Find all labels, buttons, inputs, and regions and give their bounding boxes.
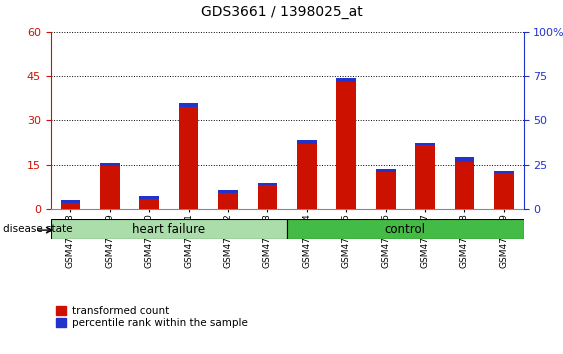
Bar bbox=[51, 219, 287, 239]
Bar bbox=[139, 199, 159, 209]
Bar bbox=[287, 219, 524, 239]
Bar bbox=[139, 196, 159, 199]
Bar bbox=[100, 166, 119, 209]
Bar bbox=[494, 173, 513, 209]
Bar bbox=[454, 162, 474, 209]
Bar bbox=[178, 103, 198, 107]
Bar bbox=[60, 203, 80, 209]
Bar bbox=[60, 200, 80, 203]
Bar bbox=[100, 164, 119, 166]
Bar bbox=[376, 169, 395, 172]
Bar bbox=[178, 107, 198, 209]
Legend: transformed count, percentile rank within the sample: transformed count, percentile rank withi… bbox=[56, 306, 247, 328]
Bar bbox=[257, 183, 277, 185]
Bar bbox=[297, 144, 316, 209]
Bar bbox=[257, 185, 277, 209]
Bar bbox=[494, 171, 513, 173]
Bar bbox=[297, 139, 316, 144]
Bar bbox=[336, 78, 356, 82]
Bar bbox=[376, 172, 395, 209]
Bar bbox=[415, 145, 435, 209]
Bar bbox=[454, 157, 474, 162]
Text: heart failure: heart failure bbox=[132, 223, 205, 236]
Bar bbox=[415, 143, 435, 145]
Text: control: control bbox=[385, 223, 426, 236]
Text: GDS3661 / 1398025_at: GDS3661 / 1398025_at bbox=[200, 5, 363, 19]
Bar bbox=[218, 193, 238, 209]
Bar bbox=[336, 82, 356, 209]
Bar bbox=[218, 190, 238, 193]
Text: disease state: disease state bbox=[3, 224, 72, 234]
